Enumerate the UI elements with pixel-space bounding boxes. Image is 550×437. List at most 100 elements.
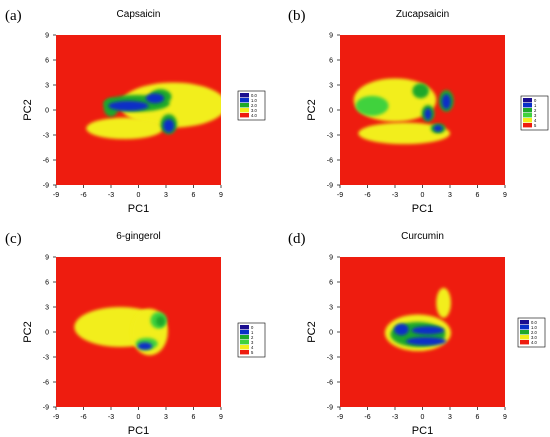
y-tick-label: -9 [327,183,333,190]
y-tick-label: -9 [327,405,333,412]
energy-region [145,93,165,104]
panel-letter: (a) [5,8,22,24]
legend-label: 4.0 [251,113,257,118]
x-tick-label: -6 [80,192,86,199]
legend-label: 0 [251,325,254,330]
x-axis-label: PC1 [412,425,433,437]
legend-label: 3.0 [251,108,257,113]
legend-swatch [523,123,532,128]
legend-swatch [240,340,249,345]
y-tick-label: -6 [327,380,333,387]
y-tick-label: 9 [329,33,333,40]
legend-label: 0.0 [251,93,257,98]
x-tick-label: 6 [476,192,480,199]
energy-region [441,94,451,110]
x-tick-label: -3 [392,414,398,421]
energy-region [411,326,445,335]
panel-b: -9 -6 -3 0 3 6 9 -9 -6 -3 0 3 6 9 PC1 PC2 Zucapsaicin (b)… [288,8,549,215]
legend: 0.01.02.03.04.0 [237,90,266,121]
y-axis-label: PC2 [22,321,34,342]
y-tick-label: 6 [45,58,49,65]
x-tick-label: -6 [364,414,370,421]
y-tick-label: 6 [45,280,49,287]
y-tick-label: -3 [327,133,333,140]
energy-region [436,287,451,318]
energy-region [108,100,149,111]
panel-c: -9 -6 -3 0 3 6 9 -9 -6 -3 0 3 6 9 PC1 PC2 6-gingerol (c) 0… [5,231,266,437]
y-tick-label: 9 [45,255,49,262]
legend-label: 3.0 [531,335,537,340]
x-tick-label: -3 [108,192,114,199]
energy-region [86,117,164,140]
x-tick-label: 0 [421,414,425,421]
x-tick-label: 3 [448,414,452,421]
x-tick-label: -9 [337,192,343,199]
legend-label: 0.0 [531,320,537,325]
legend-label: 4 [251,345,254,350]
x-tick-label: -9 [53,192,59,199]
legend-label: 5 [251,350,254,355]
y-tick-label: -6 [43,380,49,387]
x-tick-label: -9 [337,414,343,421]
legend-swatch [520,330,529,335]
y-tick-label: 9 [45,33,49,40]
legend-swatch [523,108,532,113]
x-tick-label: 0 [137,192,141,199]
legend: 0.01.02.03.04.0 [517,317,546,348]
y-tick-label: -3 [43,355,49,362]
x-axis-label: PC1 [128,203,149,215]
legend-swatch [240,113,249,118]
y-tick-label: -6 [43,158,49,165]
energy-region [163,119,175,133]
y-tick-label: 0 [45,330,49,337]
panel-letter: (b) [288,8,306,24]
energy-region [155,316,166,327]
legend-swatch [240,330,249,335]
energy-region [355,95,389,116]
legend-label: 3 [251,340,254,345]
legend-label: 5 [534,123,537,128]
legend-label: 2 [534,108,537,113]
legend-label: 2.0 [251,103,257,108]
legend-swatch [523,98,532,103]
legend-swatch [520,325,529,330]
legend-swatch [240,103,249,108]
energy-region [433,124,443,132]
y-tick-label: -3 [43,133,49,140]
legend-label: 4 [534,118,537,123]
legend-label: 0 [534,98,537,103]
y-tick-label: 6 [329,280,333,287]
legend-swatch [520,335,529,340]
x-tick-label: 6 [192,414,196,421]
legend-label: 2 [251,335,254,340]
legend-swatch [520,340,529,345]
x-tick-label: 3 [448,192,452,199]
legend-swatch [523,118,532,123]
x-tick-label: 3 [164,192,168,199]
legend-label: 1.0 [531,325,537,330]
x-axis-label: PC1 [412,203,433,215]
legend-swatch [520,320,529,325]
legend-label: 1 [534,103,537,108]
panel-letter: (c) [5,231,22,247]
x-axis-label: PC1 [128,425,149,437]
legend-label: 1 [251,330,254,335]
x-tick-label: 6 [192,192,196,199]
energy-region [394,323,409,336]
legend-swatch [240,98,249,103]
y-tick-label: 0 [329,330,333,337]
energy-region [412,83,429,99]
energy-region [406,337,447,346]
legend-swatch [523,103,532,108]
x-tick-label: 0 [421,192,425,199]
y-tick-label: 9 [329,255,333,262]
x-tick-label: -9 [53,414,59,421]
x-tick-label: 9 [503,192,507,199]
legend-swatch [523,113,532,118]
x-tick-label: 9 [503,414,507,421]
legend-label: 1.0 [251,98,257,103]
legend-swatch [240,325,249,330]
